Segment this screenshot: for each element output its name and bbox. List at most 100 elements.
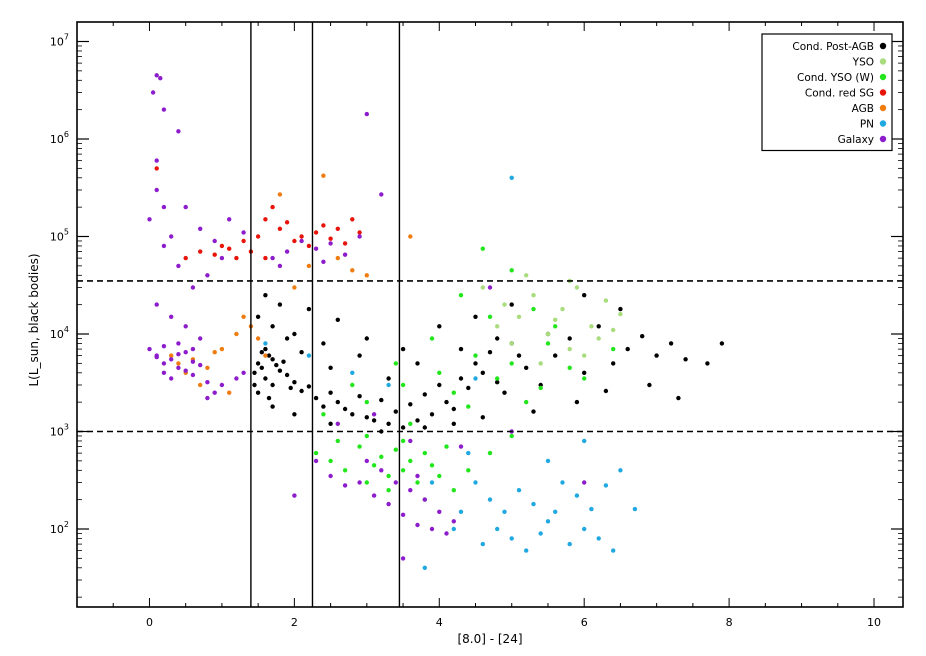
data-point — [328, 473, 333, 479]
data-point — [647, 382, 652, 388]
data-point — [306, 384, 312, 389]
data-point — [371, 493, 377, 498]
data-point — [292, 493, 297, 498]
y-axis-title: L(L_sun, black bodies) — [27, 253, 41, 386]
legend-marker — [879, 104, 887, 112]
data-point — [516, 488, 522, 493]
data-point — [386, 382, 391, 388]
data-point — [437, 370, 442, 375]
data-point — [437, 382, 442, 388]
series-cond-yso-w — [313, 246, 616, 502]
data-point — [255, 336, 261, 341]
series-agb — [169, 173, 413, 395]
data-point — [458, 346, 464, 352]
data-point — [328, 241, 333, 246]
data-point — [408, 488, 413, 493]
data-point — [335, 438, 340, 444]
data-point — [400, 468, 406, 473]
data-point — [292, 285, 297, 290]
data-point — [473, 353, 478, 358]
data-point — [234, 331, 239, 337]
legend-marker — [879, 58, 887, 65]
data-point — [169, 234, 174, 239]
data-point — [266, 353, 272, 358]
data-point — [473, 376, 478, 381]
data-points-layer — [147, 73, 725, 570]
data-point — [266, 395, 272, 401]
data-point — [277, 263, 283, 269]
data-point — [516, 314, 522, 319]
data-point — [350, 382, 355, 388]
data-point — [198, 249, 203, 254]
data-point — [306, 263, 312, 269]
data-point — [618, 311, 623, 317]
data-point — [495, 380, 500, 385]
data-point — [161, 243, 167, 249]
data-point — [205, 365, 210, 370]
data-point — [371, 418, 377, 423]
data-point — [288, 385, 293, 391]
data-point — [328, 421, 333, 426]
data-point — [582, 480, 587, 485]
data-point — [321, 404, 326, 409]
data-point — [212, 252, 217, 257]
y-tick-label: 107 — [50, 33, 69, 49]
data-point — [176, 365, 181, 370]
data-point — [364, 336, 369, 341]
data-point — [259, 365, 264, 370]
data-point — [603, 483, 609, 488]
data-point — [582, 353, 587, 358]
data-point — [719, 341, 725, 346]
x-tick-label: 10 — [867, 616, 881, 629]
data-point — [190, 346, 196, 352]
legend-box — [761, 33, 893, 152]
data-point — [640, 334, 645, 339]
data-point — [263, 353, 268, 358]
data-point — [270, 357, 275, 362]
data-point — [487, 497, 493, 502]
data-point — [386, 473, 391, 479]
data-point — [270, 255, 275, 261]
data-point — [241, 370, 246, 375]
data-point — [328, 365, 333, 370]
data-point — [198, 382, 203, 388]
data-point — [502, 509, 507, 514]
data-point — [183, 368, 188, 373]
data-point — [350, 217, 355, 222]
data-point — [255, 361, 261, 366]
data-point — [603, 298, 609, 303]
data-point — [574, 493, 580, 498]
data-point — [270, 404, 275, 409]
data-point — [183, 350, 188, 355]
x-tick-label: 8 — [726, 616, 733, 629]
data-point — [335, 255, 340, 261]
data-point — [458, 509, 464, 514]
data-point — [234, 255, 239, 261]
data-point — [364, 480, 369, 485]
data-point — [444, 531, 449, 536]
y-tick-label: 102 — [50, 520, 69, 536]
series-cond-red-sg — [154, 166, 362, 261]
data-point — [161, 361, 167, 366]
data-point — [364, 273, 369, 278]
series-pn — [263, 175, 638, 570]
data-point — [480, 370, 485, 375]
data-point — [400, 425, 406, 430]
data-point — [400, 512, 406, 517]
data-point — [335, 421, 340, 426]
data-point — [596, 324, 601, 329]
data-point — [531, 293, 536, 298]
data-point — [154, 354, 159, 360]
data-point — [364, 111, 369, 117]
data-point — [574, 285, 580, 290]
data-point — [183, 324, 188, 329]
data-point — [509, 341, 514, 346]
legend-marker — [879, 42, 887, 50]
data-point — [292, 238, 297, 244]
data-point — [227, 217, 232, 222]
data-point — [386, 488, 391, 493]
data-point — [408, 234, 413, 239]
data-point — [553, 317, 558, 322]
data-point — [400, 556, 406, 561]
data-point — [284, 249, 290, 254]
